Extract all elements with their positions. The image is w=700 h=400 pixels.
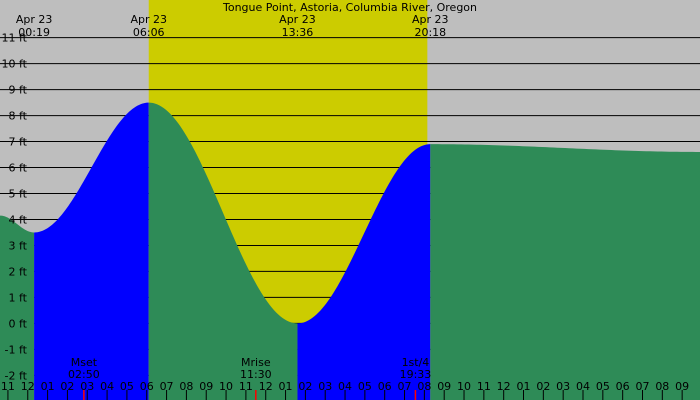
moon-event-label: Mrise <box>241 356 271 369</box>
x-tick-label: 12 <box>21 380 35 393</box>
tide-event-date: Apr 23 <box>16 13 53 26</box>
moon-event-time: 19:33 <box>400 368 432 381</box>
axis-ticks <box>7 390 683 400</box>
y-tick-label: 1 ft <box>9 291 28 304</box>
x-tick-label: 05 <box>358 380 372 393</box>
x-tick-label: 07 <box>398 380 412 393</box>
x-tick-label: 11 <box>239 380 253 393</box>
x-tick-label: 08 <box>417 380 431 393</box>
x-tick-label: 11 <box>477 380 491 393</box>
x-tick-label: 03 <box>556 380 570 393</box>
x-tick-label: 02 <box>60 380 74 393</box>
moon-event-time: 02:50 <box>68 368 100 381</box>
x-tick-label: 10 <box>457 380 471 393</box>
x-tick-label: 01 <box>517 380 531 393</box>
y-tick-label: 8 ft <box>9 110 28 123</box>
rising-tide-area <box>34 102 149 400</box>
x-tick-label: 04 <box>576 380 590 393</box>
tide-event-date: Apr 23 <box>279 13 316 26</box>
x-tick-label: 09 <box>437 380 451 393</box>
y-tick-label: 2 ft <box>9 265 28 278</box>
x-tick-label: 12 <box>497 380 511 393</box>
y-tick-label: 5 ft <box>9 188 28 201</box>
x-tick-label: 01 <box>279 380 293 393</box>
rising-tide-area <box>297 144 431 400</box>
x-tick-label: 12 <box>259 380 273 393</box>
x-tick-label: 04 <box>100 380 114 393</box>
x-tick-label: 09 <box>675 380 689 393</box>
y-tick-label: -1 ft <box>5 343 28 356</box>
tide-event-time: 13:36 <box>282 26 314 39</box>
x-tick-label: 08 <box>655 380 669 393</box>
x-tick-label: 06 <box>140 380 154 393</box>
y-tick-label: 0 ft <box>9 317 28 330</box>
falling-tide-area <box>0 215 35 400</box>
x-tick-label: 04 <box>338 380 352 393</box>
x-tick-label: 03 <box>80 380 94 393</box>
moon-event-label: 1st/4 <box>402 356 430 369</box>
moon-event-label: Mset <box>71 356 98 369</box>
tide-event-time: 06:06 <box>133 26 165 39</box>
chart-title: Tongue Point, Astoria, Columbia River, O… <box>222 1 477 14</box>
x-tick-label: 09 <box>199 380 213 393</box>
y-tick-label: 3 ft <box>9 239 28 252</box>
x-tick-label: 11 <box>1 380 15 393</box>
moon-event-time: 11:30 <box>240 368 272 381</box>
y-tick-label: 6 ft <box>9 162 28 175</box>
tide-areas <box>0 102 700 400</box>
x-tick-label: 03 <box>318 380 332 393</box>
x-tick-label: 10 <box>219 380 233 393</box>
tide-event-time: 00:19 <box>18 26 50 39</box>
x-tick-label: 06 <box>616 380 630 393</box>
x-tick-label: 02 <box>536 380 550 393</box>
falling-tide-area <box>148 102 298 400</box>
x-tick-label: 05 <box>596 380 610 393</box>
y-tick-label: -2 ft <box>5 369 28 382</box>
x-tick-label: 07 <box>635 380 649 393</box>
x-tick-label: 02 <box>298 380 312 393</box>
y-tick-label: 9 ft <box>9 84 28 97</box>
tide-event-date: Apr 23 <box>130 13 167 26</box>
tide-event-date: Apr 23 <box>412 13 449 26</box>
falling-tide-area <box>430 144 700 400</box>
y-tick-label: 7 ft <box>9 136 28 149</box>
labels: -2 ft -1 ft 0 ft 1 ft 2 ft 3 ft 4 ft 5 ft 6 ft 7 … <box>1 13 689 393</box>
y-tick-label: 11 ft <box>2 32 28 45</box>
y-tick-label: 10 ft <box>2 58 28 71</box>
x-tick-label: 01 <box>41 380 55 393</box>
tide-event-time: 20:18 <box>414 26 446 39</box>
x-tick-label: 08 <box>179 380 193 393</box>
x-tick-label: 06 <box>378 380 392 393</box>
y-tick-label: 4 ft <box>9 213 28 226</box>
x-tick-label: 05 <box>120 380 134 393</box>
x-tick-label: 07 <box>160 380 174 393</box>
